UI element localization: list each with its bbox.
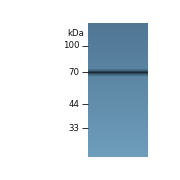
Text: 33: 33 [69, 124, 80, 133]
Text: kDa: kDa [67, 29, 84, 38]
Text: 100: 100 [63, 41, 80, 50]
Text: 70: 70 [69, 68, 80, 77]
Text: 44: 44 [69, 100, 80, 109]
